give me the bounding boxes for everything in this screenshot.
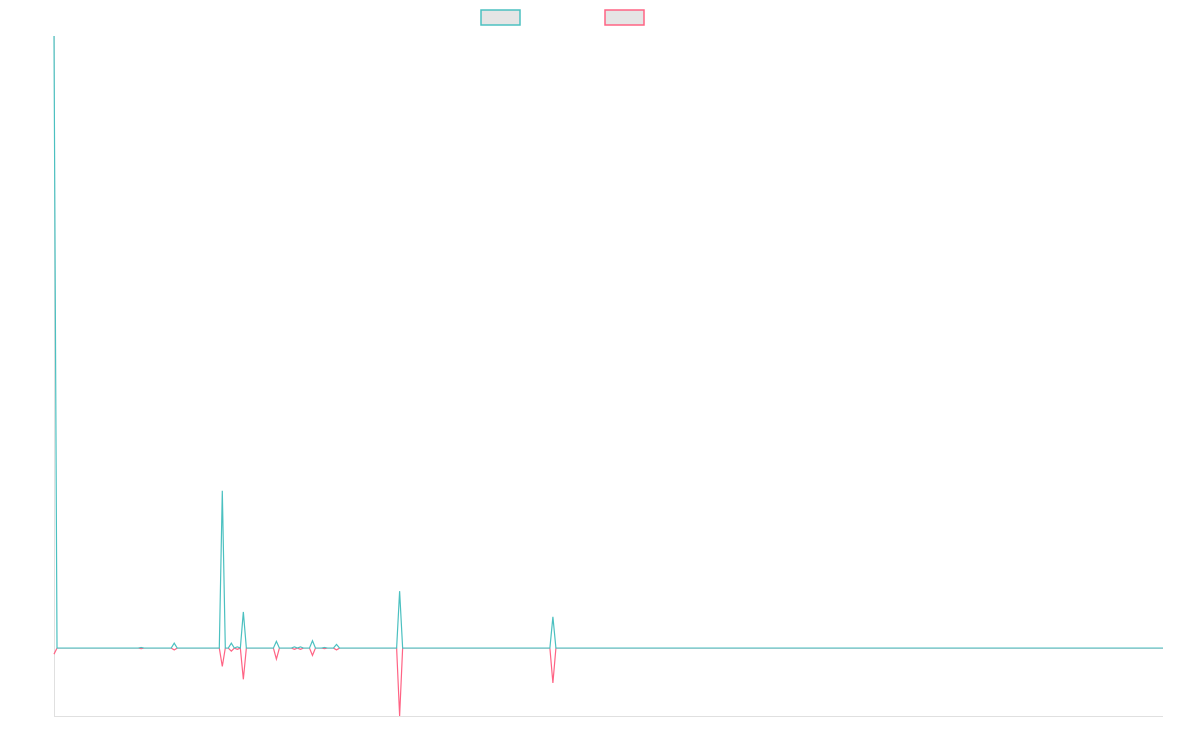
series-group: [53, 35, 1163, 717]
series-line-1: [53, 35, 1163, 649]
series-line-2: [53, 647, 1163, 717]
legend-swatch-1[interactable]: [480, 9, 521, 26]
legend: [480, 9, 645, 26]
legend-swatch-2[interactable]: [604, 9, 645, 26]
